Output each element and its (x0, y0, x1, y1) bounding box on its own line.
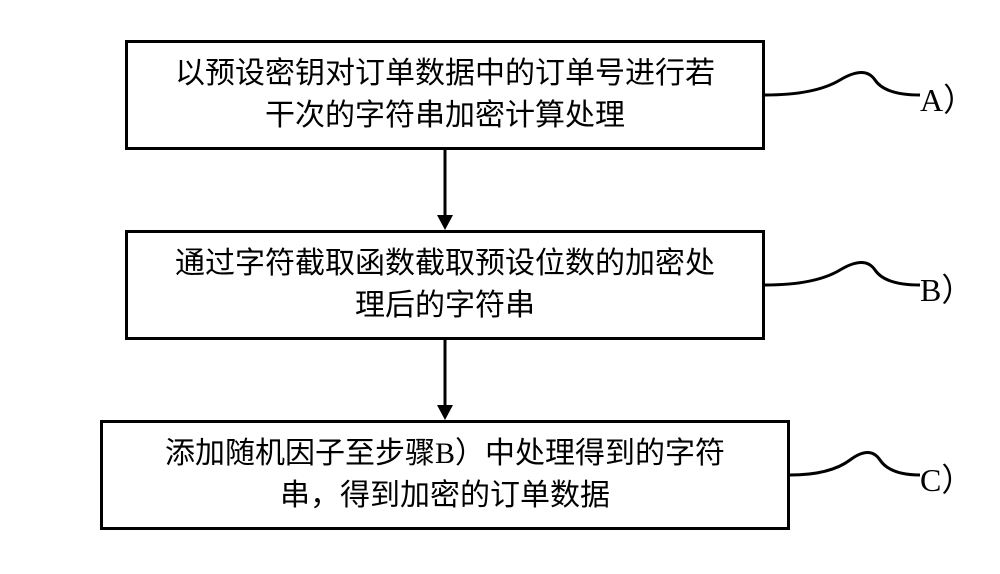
connector-a (765, 65, 920, 125)
arrow-a-b (430, 150, 460, 230)
step-a-line2: 干次的字符串加密计算处理 (265, 99, 625, 132)
arrow-b-c (430, 340, 460, 420)
connector-c (790, 445, 920, 505)
step-box-b: 通过字符截取函数截取预设位数的加密处 理后的字符串 (125, 230, 765, 340)
step-b-line1: 通过字符截取函数截取预设位数的加密处 (175, 247, 715, 280)
step-text-a: 以预设密钥对订单数据中的订单号进行若 干次的字符串加密计算处理 (175, 53, 715, 137)
step-label-c: C） (920, 455, 973, 501)
step-a-line1: 以预设密钥对订单数据中的订单号进行若 (175, 57, 715, 90)
step-label-a: A） (920, 75, 975, 121)
connector-b (765, 255, 920, 315)
step-c-line1: 添加随机因子至步骤B）中处理得到的字符 (165, 437, 725, 470)
step-box-c: 添加随机因子至步骤B）中处理得到的字符 串，得到加密的订单数据 (100, 420, 790, 530)
step-text-c: 添加随机因子至步骤B）中处理得到的字符 串，得到加密的订单数据 (165, 433, 725, 517)
step-b-line2: 理后的字符串 (355, 289, 535, 322)
step-text-b: 通过字符截取函数截取预设位数的加密处 理后的字符串 (175, 243, 715, 327)
step-c-line2: 串，得到加密的订单数据 (280, 479, 610, 512)
step-box-a: 以预设密钥对订单数据中的订单号进行若 干次的字符串加密计算处理 (125, 40, 765, 150)
step-label-b: B） (920, 265, 973, 311)
